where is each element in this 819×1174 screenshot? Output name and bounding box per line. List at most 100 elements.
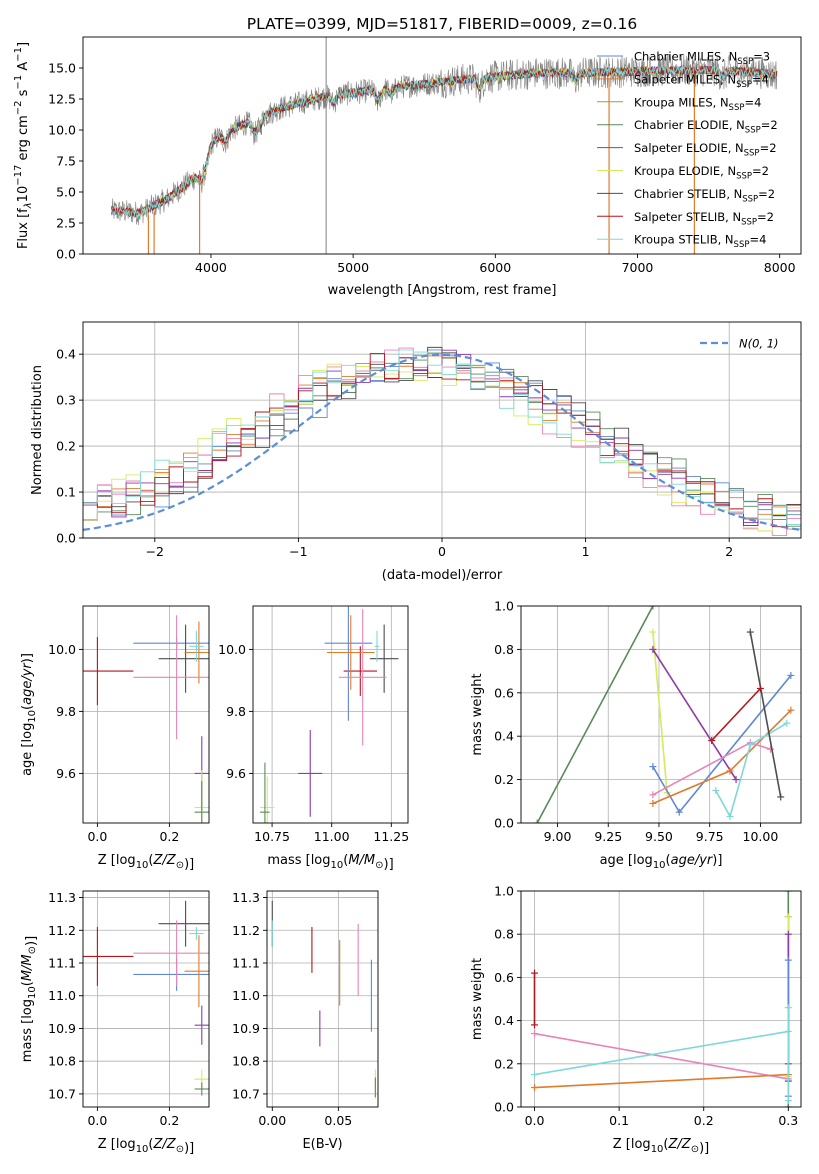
y-tick-label: 11.0 (232, 988, 260, 1003)
x-tick-label: 10.00 (743, 829, 779, 844)
x-tick-label: 11.00 (314, 829, 350, 844)
legend-label: N(0, 1) (739, 337, 779, 351)
mass-weight-vs-age-panel: 9.00 9.25 9.50 9.75 10.00 0.0 0.2 0.4 0.6 0.8 1.0 a… (470, 599, 802, 871)
y-tick-label: 11.3 (232, 890, 260, 905)
x-tick-label: 0.05 (324, 1113, 352, 1128)
y-tick-label: 10.9 (232, 1021, 260, 1036)
y-tick-label: 7.5 (56, 154, 76, 169)
x-tick-label: 1 (582, 544, 590, 559)
legend-label: Kroupa ELODIE, NSSP=2 (634, 164, 769, 182)
residual-histogram-step (83, 353, 801, 528)
y-tick-label: 5.0 (56, 185, 76, 200)
y-tick-label: 0.4 (494, 729, 514, 744)
plot-area (533, 606, 795, 823)
axes-frame (82, 890, 210, 1108)
y-tick-label: 0.0 (56, 247, 76, 262)
y-tick-label: 9.6 (226, 766, 246, 781)
y-tick-label: 11.1 (232, 956, 260, 971)
legend-label: Kroupa STELIB, NSSP=4 (634, 233, 766, 251)
y-tick-label: 0.1 (56, 485, 76, 500)
mass-weight-line (536, 606, 654, 823)
age-vs-metallicity-panel: 0.0 0.2 9.6 9.8 10.0 Z [log10(Z/Z⊙)] age [log1… (20, 605, 210, 872)
y-tick-label: 0.6 (494, 970, 514, 985)
x-tick-label: 0.0 (525, 1113, 545, 1128)
x-tick-label: 0.0 (87, 829, 107, 844)
y-tick-label: 0.4 (494, 1013, 514, 1028)
plot-area (111, 37, 778, 254)
axes-frame (520, 890, 802, 1108)
x-tick-label: 11.25 (373, 829, 409, 844)
model-spectrum-line (111, 65, 777, 218)
x-tick-label: 0.0 (87, 1113, 107, 1128)
y-tick-label: 0.2 (494, 1056, 514, 1071)
y-tick-label: 0.0 (494, 1100, 514, 1115)
axis-label: age [log10(age/yr)] (20, 653, 38, 776)
y-tick-label: 0.3 (56, 393, 76, 408)
plot-area (83, 900, 209, 1096)
plot-area (531, 891, 792, 1107)
axis-label: age [log10(age/yr)] (600, 853, 723, 871)
x-tick-label: 9.75 (696, 829, 724, 844)
mass-weight-line (534, 1030, 789, 1076)
legend-label: Chabrier MILES, NSSP=3 (634, 50, 770, 68)
x-axis-label: (data-model)/error (382, 568, 503, 583)
residual-histogram-step (83, 346, 801, 516)
x-tick-label: 10.75 (254, 829, 290, 844)
x-tick-label: 8000 (764, 260, 796, 275)
y-tick-label: 12.5 (48, 92, 76, 107)
figure-title: PLATE=0399, MJD=51817, FIBERID=0009, z=0… (247, 15, 637, 33)
y-tick-label: 11.0 (48, 988, 76, 1003)
y-tick-label: 10.8 (48, 1054, 76, 1069)
mass-weight-line (711, 687, 761, 742)
y-tick-label: 9.8 (226, 704, 246, 719)
mass-weight-line (652, 648, 737, 781)
y-tick-label: 10.7 (48, 1086, 76, 1101)
legend-label: Chabrier STELIB, NSSP=2 (634, 187, 775, 205)
mass-weight-line (652, 631, 668, 793)
x-tick-label: 7000 (622, 260, 654, 275)
spectrum-legend: Chabrier MILES, NSSP=3 Salpeter MILES, NS… (597, 50, 778, 251)
x-tick-label: −2 (146, 544, 164, 559)
y-tick-label: 11.2 (232, 923, 260, 938)
y-tick-label: 10.9 (48, 1021, 76, 1036)
axis-label: mass [log10(M/M⊙)] (267, 853, 393, 872)
x-tick-label: 4000 (195, 260, 227, 275)
legend-label: Salpeter STELIB, NSSP=2 (634, 210, 774, 228)
y-tick-label: 0.6 (494, 685, 514, 700)
legend-label: Salpeter MILES, NSSP=4 (634, 72, 769, 90)
plot-area (260, 606, 399, 823)
x-axis-label: E(B-V) (302, 1137, 342, 1152)
plot-area (83, 615, 209, 823)
mass-vs-extinction-panel: 0.00 0.05 10.7 10.8 10.9 11.0 11.1 11.2 11.3 E(B-… (232, 890, 379, 1152)
x-tick-label: 0.00 (258, 1113, 286, 1128)
y-axis-label: mass weight (470, 958, 485, 1040)
axes-frame (82, 605, 210, 824)
y-tick-label: 10.7 (232, 1086, 260, 1101)
y-tick-label: 9.8 (56, 704, 76, 719)
y-tick-label: 0.2 (494, 772, 514, 787)
y-tick-label: 10.8 (232, 1054, 260, 1069)
mass-vs-metallicity-panel: 0.0 0.2 10.7 10.8 10.9 11.0 11.1 11.2 11.3 Z [log… (20, 890, 210, 1156)
residual-histogram-step (83, 349, 801, 525)
x-axis-label: wavelength [Angstrom, rest frame] (328, 283, 557, 298)
y-tick-label: 1.0 (494, 884, 514, 899)
axis-label: mass [log10(M/M⊙)] (20, 936, 39, 1062)
y-axis-label: Flux [fλ10−17 erg cm−2 s−1 A−1] (13, 42, 34, 249)
residual-histogram-step (83, 349, 801, 523)
mass-weight-line (534, 1073, 789, 1089)
y-tick-label: 0.0 (494, 816, 514, 831)
y-tick-label: 15.0 (48, 61, 76, 76)
y-tick-label: 0.0 (56, 531, 76, 546)
x-tick-label: −1 (289, 544, 307, 559)
axis-label: Z [log10(Z/Z⊙)] (98, 853, 195, 872)
x-tick-label: 0.1 (609, 1113, 629, 1128)
axis-label: Z [log10(Z/Z⊙)] (98, 1137, 195, 1156)
axes-frame (266, 890, 379, 1108)
residuals-panel: −2 −1 0 1 2 0.0 0.1 0.2 0.3 0.4 N(0, 1) (data-model… (30, 321, 802, 583)
y-tick-label: 0.2 (56, 439, 76, 454)
x-tick-label: 6000 (479, 260, 511, 275)
x-tick-label: 0.2 (159, 829, 179, 844)
age-vs-mass-panel: 10.75 11.00 11.25 9.6 9.8 10.0 mass [log10(M/M… (218, 605, 409, 872)
x-tick-label: 0.2 (694, 1113, 714, 1128)
